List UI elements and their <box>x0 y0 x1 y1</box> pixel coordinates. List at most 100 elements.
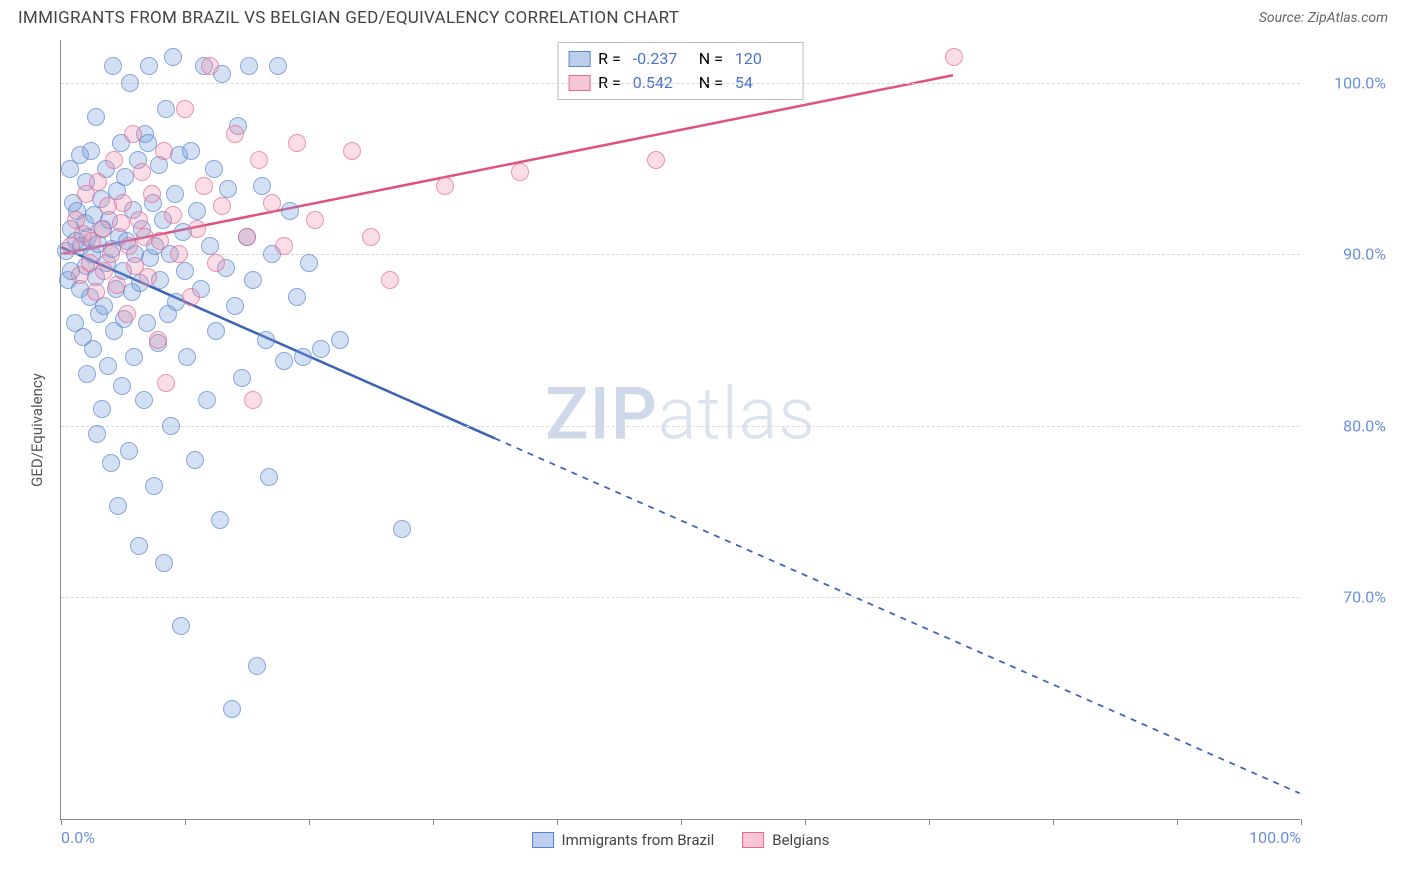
scatter-point <box>244 391 262 409</box>
scatter-point <box>139 268 157 286</box>
scatter-point <box>120 237 138 255</box>
trend-lines <box>61 40 1300 819</box>
scatter-point <box>213 197 231 215</box>
watermark-bold: ZIP <box>545 371 658 456</box>
scatter-point <box>102 245 120 263</box>
scatter-point <box>381 271 399 289</box>
x-tick-mark <box>433 819 434 825</box>
legend-label-brazil: Immigrants from Brazil <box>562 831 715 849</box>
xtick-label: 0.0% <box>61 828 95 847</box>
chart-title: IMMIGRANTS FROM BRAZIL VS BELGIAN GED/EQ… <box>18 8 679 28</box>
scatter-point <box>362 228 380 246</box>
scatter-point <box>253 177 271 195</box>
scatter-point <box>269 57 287 75</box>
scatter-point <box>250 151 268 169</box>
scatter-point <box>186 451 204 469</box>
scatter-point <box>288 134 306 152</box>
scatter-point <box>182 288 200 306</box>
x-tick-mark <box>929 819 930 825</box>
scatter-point <box>149 331 167 349</box>
scatter-point <box>170 245 188 263</box>
x-tick-mark <box>1301 819 1302 825</box>
scatter-point <box>99 357 117 375</box>
scatter-point <box>133 163 151 181</box>
scatter-point <box>88 425 106 443</box>
scatter-point <box>275 352 293 370</box>
scatter-point <box>207 322 225 340</box>
r-value-brazil: -0.237 <box>633 47 691 71</box>
scatter-point <box>198 391 216 409</box>
plot-area: GED/Equivalency ZIPatlas R = -0.237 N = … <box>60 40 1300 820</box>
ytick-label: 100.0% <box>1306 73 1386 92</box>
gridline-h <box>61 254 1300 255</box>
scatter-point <box>108 276 126 294</box>
scatter-point <box>93 220 111 238</box>
scatter-point <box>121 74 139 92</box>
source-attribution: Source: ZipAtlas.com <box>1259 10 1388 26</box>
scatter-point <box>113 377 131 395</box>
scatter-point <box>87 108 105 126</box>
ytick-label: 80.0% <box>1306 416 1386 435</box>
stats-row-brazil: R = -0.237 N = 120 <box>568 47 793 71</box>
x-tick-mark <box>681 819 682 825</box>
scatter-point <box>114 194 132 212</box>
scatter-point <box>82 142 100 160</box>
scatter-point <box>260 468 278 486</box>
scatter-point <box>182 142 200 160</box>
scatter-point <box>275 237 293 255</box>
watermark-light: atlas <box>658 371 816 456</box>
scatter-point <box>130 537 148 555</box>
scatter-point <box>172 617 190 635</box>
x-tick-mark <box>185 819 186 825</box>
scatter-point <box>166 185 184 203</box>
scatter-point <box>89 173 107 191</box>
scatter-point <box>223 700 241 718</box>
scatter-point <box>647 151 665 169</box>
scatter-point <box>104 57 122 75</box>
scatter-point <box>281 202 299 220</box>
legend-label-belgians: Belgians <box>772 831 829 849</box>
x-tick-mark <box>557 819 558 825</box>
scatter-point <box>84 340 102 358</box>
scatter-point <box>87 283 105 301</box>
scatter-point <box>78 365 96 383</box>
scatter-point <box>201 57 219 75</box>
scatter-point <box>343 142 361 160</box>
scatter-point <box>118 305 136 323</box>
swatch-blue-icon <box>532 832 554 848</box>
scatter-point <box>157 100 175 118</box>
swatch-blue-icon <box>568 51 590 67</box>
scatter-point <box>306 211 324 229</box>
scatter-point <box>207 254 225 272</box>
scatter-point <box>263 194 281 212</box>
scatter-point <box>135 391 153 409</box>
scatter-point <box>143 185 161 203</box>
scatter-point <box>201 237 219 255</box>
ytick-label: 90.0% <box>1306 245 1386 264</box>
scatter-point <box>138 314 156 332</box>
scatter-point <box>151 232 169 250</box>
scatter-point <box>155 554 173 572</box>
scatter-point <box>312 340 330 358</box>
scatter-point <box>257 331 275 349</box>
scatter-point <box>178 348 196 366</box>
scatter-point <box>93 400 111 418</box>
gridline-h <box>61 426 1300 427</box>
ytick-label: 70.0% <box>1306 588 1386 607</box>
x-tick-mark <box>805 819 806 825</box>
scatter-point <box>155 142 173 160</box>
scatter-point <box>945 48 963 66</box>
scatter-point <box>233 369 251 387</box>
scatter-point <box>244 271 262 289</box>
legend-item-belgians: Belgians <box>742 831 829 849</box>
scatter-point <box>120 442 138 460</box>
xtick-label: 100.0% <box>1249 828 1301 847</box>
scatter-point <box>188 202 206 220</box>
scatter-point <box>157 374 175 392</box>
y-axis-label: GED/Equivalency <box>28 373 46 487</box>
gridline-h <box>61 83 1300 84</box>
gridline-h <box>61 597 1300 598</box>
watermark: ZIPatlas <box>545 371 816 456</box>
scatter-point <box>195 177 213 195</box>
scatter-point <box>176 262 194 280</box>
